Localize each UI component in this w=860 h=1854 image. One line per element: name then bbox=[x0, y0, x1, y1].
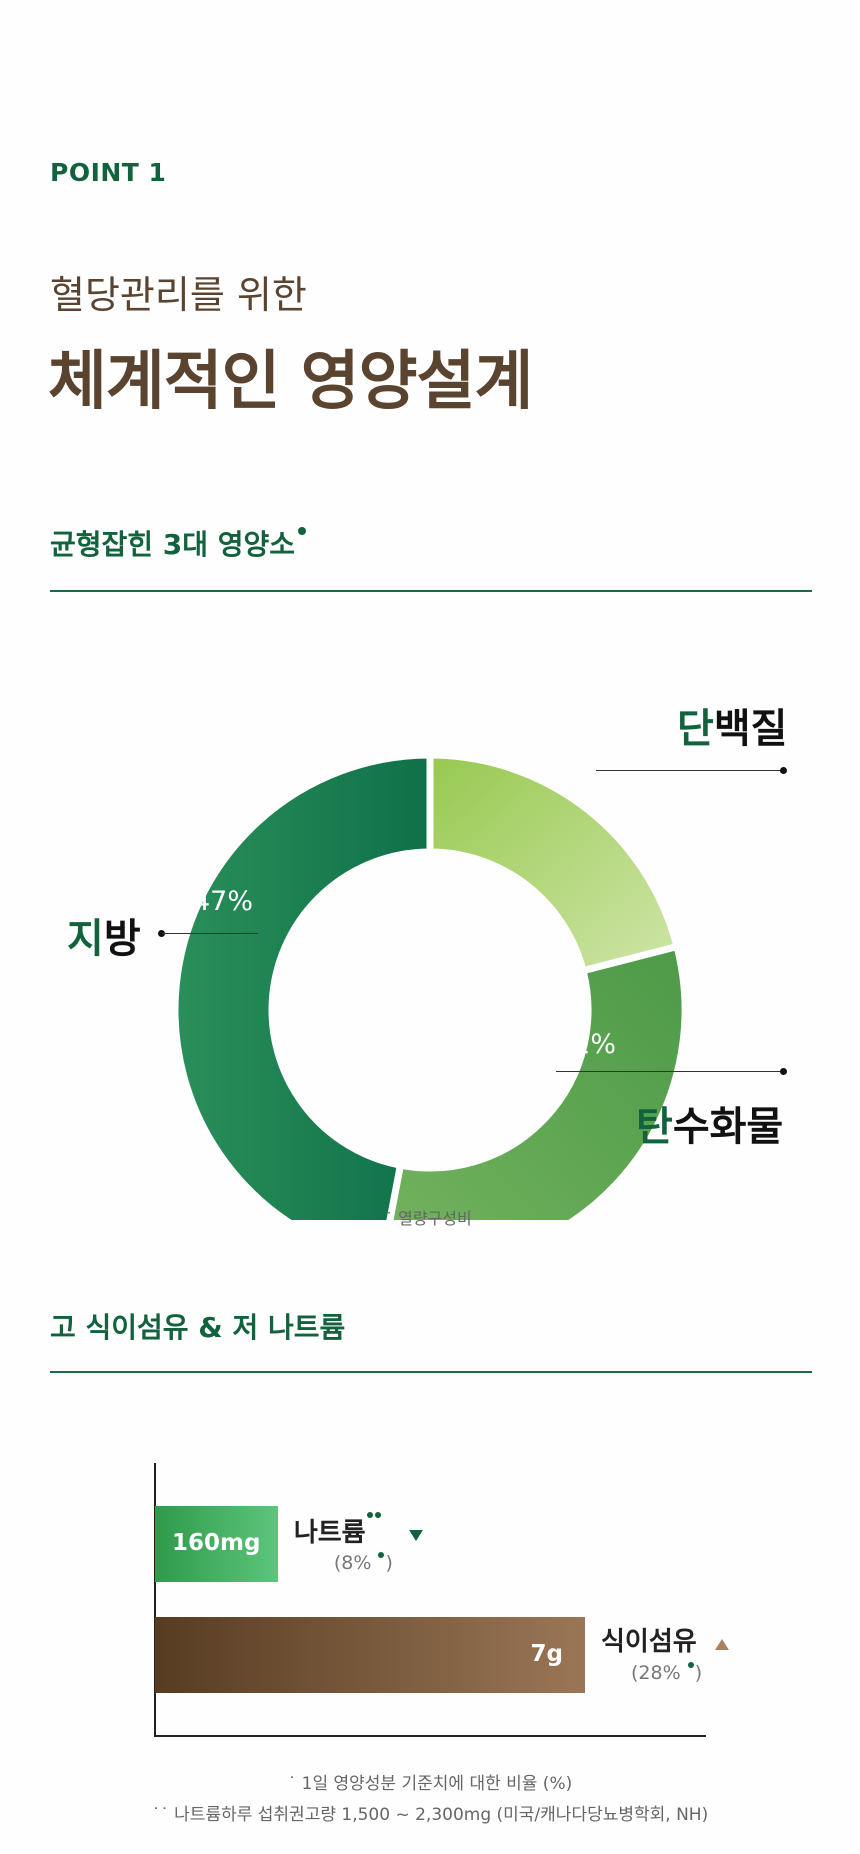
pct-fat: 47% bbox=[193, 886, 254, 917]
page-subtitle: 혈당관리를 위한 bbox=[50, 273, 307, 317]
bar-sodium-percent-close: ) bbox=[385, 1552, 393, 1574]
bar-sodium-percent-open: (8% bbox=[333, 1552, 372, 1574]
triangle-down-icon bbox=[408, 1530, 423, 1541]
footnote-2-mark: ˙˙ bbox=[151, 1805, 175, 1825]
bar-sodium-name: 나트륨 bbox=[293, 1518, 366, 1548]
label-protein-rest: 백질 bbox=[713, 706, 788, 752]
section-title-macronutrients: 균형잡힌 3대 영양소 bbox=[50, 523, 307, 563]
donut-slice-protein bbox=[426, 751, 682, 975]
point-label: POINT 1 bbox=[50, 158, 167, 187]
note-mark: ˙ bbox=[385, 1209, 399, 1228]
footnote-1-mark: ˙ bbox=[287, 1774, 302, 1794]
bar-fiber: 7g bbox=[155, 1617, 585, 1693]
bar-sodium: 160mg bbox=[155, 1506, 278, 1582]
footnote-2-text: 나트륨하루 섭취권고량 1,500 ~ 2,300mg (미국/캐나다당뇨병학회… bbox=[174, 1805, 709, 1825]
bar-fiber-percent-close: ) bbox=[694, 1662, 703, 1684]
footnote-2: ˙˙ 나트륨하루 섭취권고량 1,500 ~ 2,300mg (미국/캐나다당뇨… bbox=[0, 1800, 860, 1825]
bar-sodium-percent: (8% ) bbox=[334, 1552, 393, 1574]
label-protein-accent: 단 bbox=[677, 706, 714, 752]
footnote-dot-icon bbox=[378, 1552, 385, 1558]
donut-chart bbox=[171, 751, 689, 1220]
leader-dot-carbohydrate bbox=[780, 1068, 787, 1075]
leader-dot-fat bbox=[158, 930, 165, 937]
footnote-dot-icon bbox=[687, 1662, 694, 1668]
section-title-text: 균형잡힌 3대 영양소 bbox=[50, 528, 296, 561]
pct-protein: 21% bbox=[524, 753, 585, 784]
bar-sodium-label: 나트륨 bbox=[294, 1512, 423, 1549]
footnote-dot-icon bbox=[366, 1512, 373, 1518]
triangle-up-icon bbox=[714, 1639, 729, 1650]
footnote-dot-icon bbox=[298, 527, 307, 535]
label-protein: 단백질 bbox=[677, 696, 787, 754]
footnote-1-text: 1일 영양성분 기준치에 대한 비율 (%) bbox=[301, 1774, 573, 1794]
bar-fiber-percent: (28% ) bbox=[631, 1662, 702, 1684]
leader-line-fat bbox=[162, 933, 258, 934]
chart-note-text: 열량구성비 bbox=[398, 1209, 472, 1228]
donut-slice-carbohydrate bbox=[386, 942, 689, 1220]
bar-fiber-value: 7g bbox=[530, 1641, 563, 1667]
leader-dot-protein bbox=[780, 767, 787, 774]
footnote-1: ˙ 1일 영양성분 기준치에 대한 비율 (%) bbox=[0, 1769, 860, 1794]
bar-fiber-percent-open: (28% bbox=[631, 1662, 681, 1684]
chart-note: ˙ 열량구성비 bbox=[385, 1205, 472, 1229]
label-carbohydrate: 탄수화물 bbox=[636, 1094, 783, 1152]
label-carbohydrate-accent: 탄 bbox=[636, 1104, 673, 1150]
label-fat-accent: 지 bbox=[67, 916, 104, 962]
section-title-fiber-sodium: 고 식이섬유 & 저 나트륨 bbox=[50, 1311, 346, 1344]
bar-fiber-label: 식이섬유 bbox=[601, 1621, 729, 1658]
leader-line-protein bbox=[596, 770, 784, 771]
bar-sodium-value: 160mg bbox=[172, 1530, 261, 1556]
pct-carbohydrate: 32% bbox=[556, 1029, 617, 1060]
label-fat-rest: 방 bbox=[103, 916, 141, 962]
donut-slice-fat bbox=[171, 751, 434, 1220]
bar-chart-x-axis bbox=[154, 1735, 706, 1737]
section-divider bbox=[50, 590, 812, 592]
page-title: 체계적인 영양설계 bbox=[48, 345, 533, 419]
footnote-dot-icon bbox=[374, 1512, 381, 1518]
leader-line-carbohydrate bbox=[556, 1071, 784, 1072]
label-carbohydrate-rest: 수화물 bbox=[672, 1104, 784, 1150]
section-divider-2 bbox=[50, 1371, 812, 1373]
bar-fiber-name: 식이섬유 bbox=[601, 1627, 697, 1657]
bar-chart-y-axis bbox=[154, 1463, 156, 1737]
label-fat: 지방 bbox=[67, 906, 141, 964]
